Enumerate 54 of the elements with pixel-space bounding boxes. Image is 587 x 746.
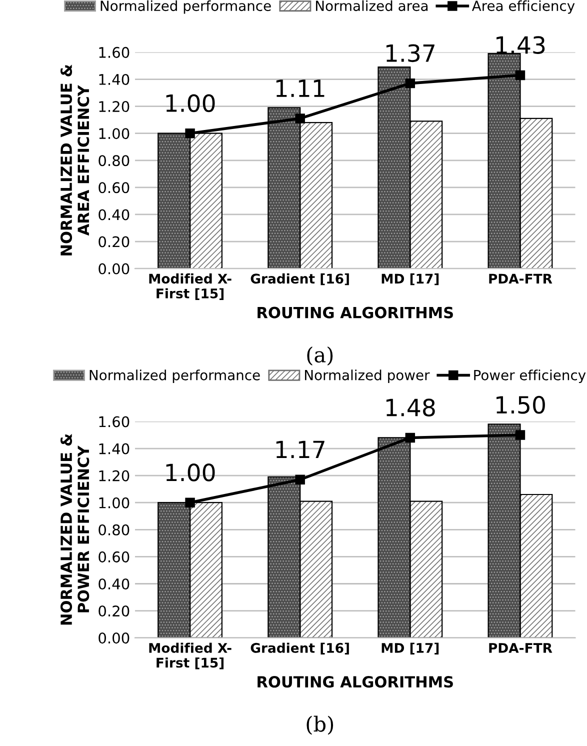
legend-label: Area efficiency [472,0,575,14]
x-axis-title: ROUTING ALGORITHMS [258,306,453,318]
y-tick-label: 0.40 [98,578,130,590]
x-tick-label: Modified X- First [15] [149,273,232,300]
x-tick-label: Gradient [16] [250,642,349,654]
y-tick-label: 0.60 [98,551,130,562]
y-tick-label: 0.80 [98,524,130,536]
point [295,114,305,124]
y-tick-label: 1.00 [99,497,130,508]
data-label: 1.48 [386,398,435,416]
data-label: 1.11 [276,80,324,97]
y-tick-label: 1.40 [99,443,130,454]
point [185,498,195,508]
legend-label: Normalized performance [100,0,271,14]
point [405,432,416,443]
y-tick-label: 1.60 [99,416,130,428]
point [405,78,416,88]
legend-label: Normalized area [316,0,428,12]
y-tick-label: 0.00 [98,263,130,274]
legend-label: Power efficiency [474,370,586,384]
point [295,474,305,484]
y-tick-label: 0.60 [98,182,130,194]
point [515,430,526,440]
y-axis-title: NORMALIZED VALUE & POWER EFFICIENCY [60,434,90,625]
text: (b) [306,716,334,735]
y-tick-label: 0.20 [98,236,130,248]
x-axis-title: ROUTING ALGORITHMS [258,676,453,688]
data-label: 1.37 [386,44,434,62]
x-tick-label: Modified X- First [15] [149,642,232,670]
data-label: 1.00 [166,464,215,482]
x-tick-label: PDA-FTR [489,274,552,284]
y-tick-label: 1.00 [99,128,130,140]
x-tick-label: Gradient [16] [250,273,349,286]
y-tick-label: 0.00 [98,632,130,644]
y-tick-label: 0.20 [98,606,130,617]
data-label: 1.43 [496,36,545,54]
point [515,70,526,80]
data-label: 1.17 [276,440,324,458]
point [185,128,195,138]
y-tick-label: 1.20 [99,470,130,482]
x-tick-label: MD [17] [382,273,439,286]
text: (a) [307,346,333,366]
y-axis-title: NORMALIZED VALUE & AREA EFFICIENCY [60,64,90,256]
legend-label: Normalized power [305,370,430,384]
data-label: 1.00 [166,94,215,112]
data-label: 1.50 [496,396,545,414]
y-tick-label: 1.60 [99,46,130,58]
x-tick-label: MD [17] [382,642,439,654]
legend-label: Normalized performance [90,370,260,384]
y-tick-label: 0.40 [98,209,130,220]
y-tick-label: 0.80 [98,155,130,166]
y-tick-label: 1.40 [99,74,130,86]
x-tick-label: PDA-FTR [489,643,552,653]
y-tick-label: 1.20 [99,101,130,112]
